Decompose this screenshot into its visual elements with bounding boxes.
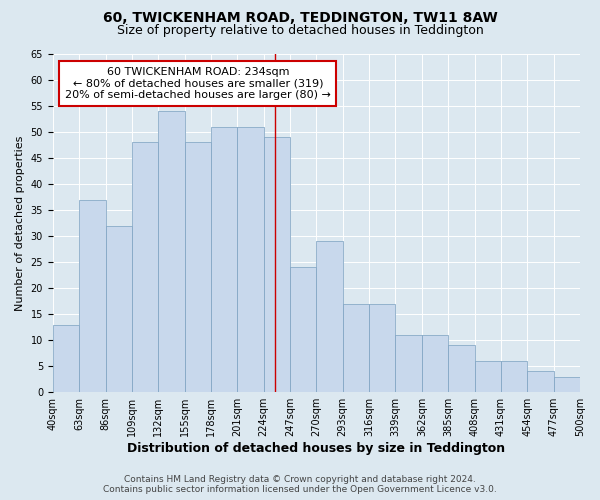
Bar <box>263 138 290 392</box>
Bar <box>185 142 211 392</box>
Bar <box>475 361 501 392</box>
Bar <box>554 376 580 392</box>
Bar <box>211 127 238 392</box>
Bar <box>527 372 554 392</box>
Text: Size of property relative to detached houses in Teddington: Size of property relative to detached ho… <box>116 24 484 37</box>
Bar <box>238 127 263 392</box>
Bar <box>106 226 132 392</box>
Bar <box>132 142 158 392</box>
Text: 60, TWICKENHAM ROAD, TEDDINGTON, TW11 8AW: 60, TWICKENHAM ROAD, TEDDINGTON, TW11 8A… <box>103 11 497 25</box>
Bar <box>369 304 395 392</box>
Bar <box>395 335 422 392</box>
Bar <box>79 200 106 392</box>
Bar <box>448 346 475 392</box>
Text: 60 TWICKENHAM ROAD: 234sqm
← 80% of detached houses are smaller (319)
20% of sem: 60 TWICKENHAM ROAD: 234sqm ← 80% of deta… <box>65 67 331 100</box>
Bar <box>290 268 316 392</box>
X-axis label: Distribution of detached houses by size in Teddington: Distribution of detached houses by size … <box>127 442 505 455</box>
Bar <box>53 324 79 392</box>
Bar <box>501 361 527 392</box>
Bar <box>316 242 343 392</box>
Bar <box>343 304 369 392</box>
Y-axis label: Number of detached properties: Number of detached properties <box>15 136 25 311</box>
Text: Contains HM Land Registry data © Crown copyright and database right 2024.
Contai: Contains HM Land Registry data © Crown c… <box>103 474 497 494</box>
Bar <box>158 111 185 392</box>
Bar <box>422 335 448 392</box>
